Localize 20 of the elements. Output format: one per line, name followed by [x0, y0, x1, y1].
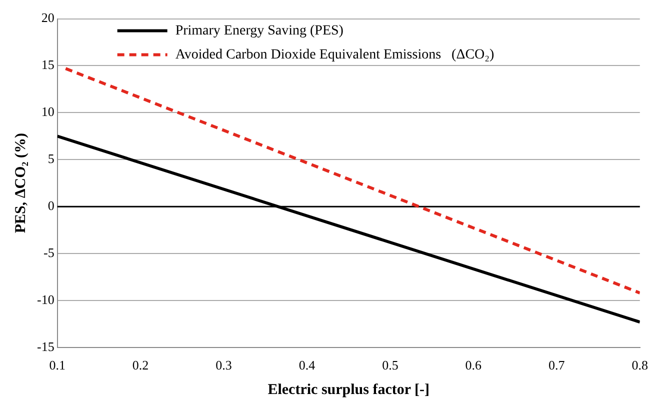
y-tick-label: -10 — [36, 292, 54, 307]
x-tick-label: 0.1 — [49, 358, 66, 373]
x-tick-label: 0.3 — [216, 358, 232, 373]
legend-label: Avoided Carbon Dioxide Equivalent Emissions (ΔCO₂) — [175, 47, 495, 62]
y-tick-label: 20 — [41, 10, 54, 26]
y-tick-label: 10 — [41, 104, 54, 120]
x-tick-label: 0.8 — [632, 358, 648, 373]
x-tick-label: 0.6 — [465, 358, 482, 373]
y-tick-label: 15 — [41, 57, 54, 72]
y-tick-label: 0 — [48, 198, 54, 213]
x-tick-label: 0.4 — [298, 358, 316, 373]
legend-label: Primary Energy Saving (PES) — [175, 23, 344, 38]
y-tick-label: 5 — [48, 151, 54, 166]
x-tick-label: 0.5 — [382, 358, 398, 373]
x-tick-label: 0.2 — [132, 358, 149, 373]
y-tick-label: -5 — [43, 244, 54, 260]
y-axis-title: PES, ΔCO₂ (%) — [12, 133, 29, 234]
y-tick-label: -15 — [36, 338, 54, 354]
x-tick-label: 0.7 — [548, 358, 566, 373]
x-axis-title: Electric surplus factor [-] — [268, 382, 430, 398]
